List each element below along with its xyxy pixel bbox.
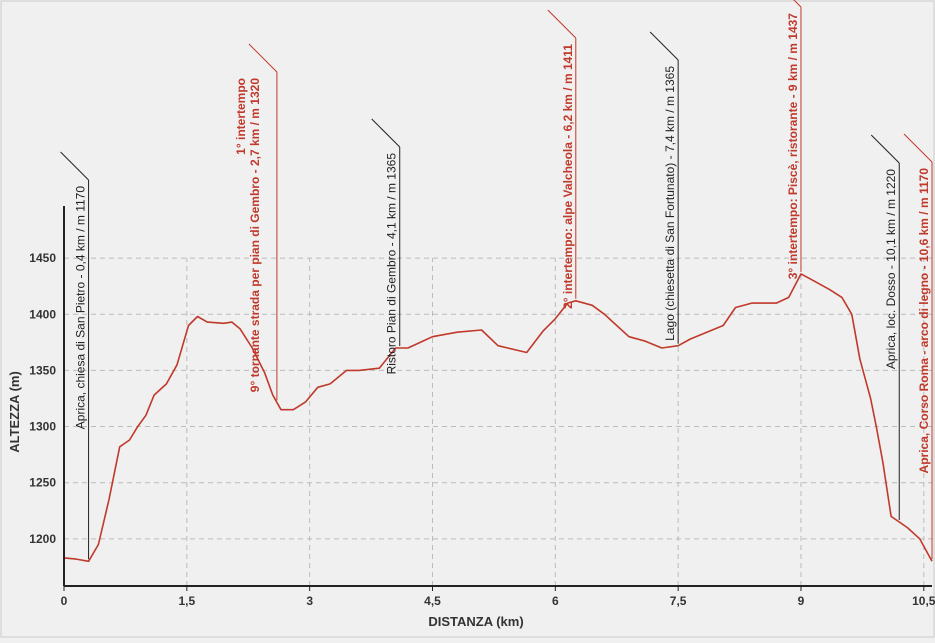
annotation-4: 2° intertempo: alpe Valcheola - 6,2 km /… — [547, 9, 577, 309]
annotation-1: Aprica, chiesa di San Pietro - 0,4 km / … — [60, 151, 90, 560]
annotation-label-3: Ristoro Pian di Gembro - 4,1 km / m 1365 — [385, 153, 399, 375]
y-tick-label-1300: 1300 — [29, 420, 56, 434]
annotation-6: 3° intertempo: Piscè, ristorante - 9 km … — [786, 0, 802, 280]
annotation-tick-6 — [793, 0, 802, 8]
x-tick-label-6: 6 — [552, 594, 559, 608]
x-tick-label-10,5: 10,5 — [912, 594, 935, 608]
y-tick-label-1450: 1450 — [29, 251, 56, 265]
x-tick-label-1,5: 1,5 — [178, 594, 195, 608]
annotation-3: Ristoro Pian di Gembro - 4,1 km / m 1365 — [371, 118, 401, 375]
y-tick-label-1350: 1350 — [29, 363, 56, 377]
x-axis-title: DISTANZA (km) — [428, 614, 523, 629]
annotation-8: Aprica, Corso Roma - arco di legno - 10,… — [903, 133, 933, 560]
elevation-line — [63, 273, 933, 563]
annotation-tick-4 — [547, 9, 577, 39]
annotation-label-7: Aprica, loc. Dosso - 10,1 km / m 1220 — [884, 169, 898, 369]
y-axis-title: ALTEZZA (m) — [7, 371, 22, 453]
annotation-tick-5 — [649, 31, 679, 61]
x-tick-label-9: 9 — [798, 594, 805, 608]
axes — [63, 206, 932, 587]
x-tick-label-4,5: 4,5 — [424, 594, 441, 608]
annotation-2: 1° intertempo 9° tornante strada per pian… — [234, 43, 278, 401]
annotation-sublabel-2: 9° tornante strada per pian di Gembro - … — [248, 78, 262, 393]
y-tick-label-1200: 1200 — [29, 532, 56, 546]
annotation-7: Aprica, loc. Dosso - 10,1 km / m 1220 — [870, 134, 900, 520]
annotation-layer: Aprica, chiesa di San Pietro - 0,4 km / … — [60, 0, 933, 560]
annotation-5: Lago (chiesetta di San Fortunato) - 7,4 … — [649, 31, 679, 344]
y-tick-label-1400: 1400 — [29, 307, 56, 321]
annotation-tick-1 — [60, 151, 89, 181]
grid — [64, 257, 932, 586]
annotation-label-2: 1° intertempo — [234, 78, 248, 155]
annotation-tick-2 — [248, 43, 278, 73]
x-tick-label-0: 0 — [61, 594, 68, 608]
tick-labels: 0 1,5 3 4,5 6 7,5 9 10,5 1200 1250 1300 1350 1400 145… — [29, 251, 935, 608]
annotation-label-4: 2° intertempo: alpe Valcheola - 6,2 km /… — [561, 44, 575, 309]
y-tick-label-1250: 1250 — [29, 476, 56, 490]
x-tick-label-3: 3 — [306, 594, 313, 608]
annotation-tick-3 — [371, 118, 401, 148]
elevation-line-layer — [63, 273, 933, 563]
annotation-tick-8 — [903, 133, 933, 163]
annotation-label-1: Aprica, chiesa di San Pietro - 0,4 km / … — [74, 186, 88, 430]
annotation-tick-7 — [870, 134, 900, 164]
x-tick-label-7,5: 7,5 — [670, 594, 687, 608]
annotation-label-8: Aprica, Corso Roma - arco di legno - 10,… — [917, 168, 931, 474]
annotation-label-6: 3° intertempo: Piscè, ristorante - 9 km … — [786, 13, 800, 280]
annotation-label-5: Lago (chiesetta di San Fortunato) - 7,4 … — [663, 66, 677, 341]
